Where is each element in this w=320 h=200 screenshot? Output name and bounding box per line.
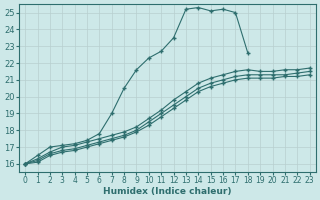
X-axis label: Humidex (Indice chaleur): Humidex (Indice chaleur) <box>103 187 232 196</box>
